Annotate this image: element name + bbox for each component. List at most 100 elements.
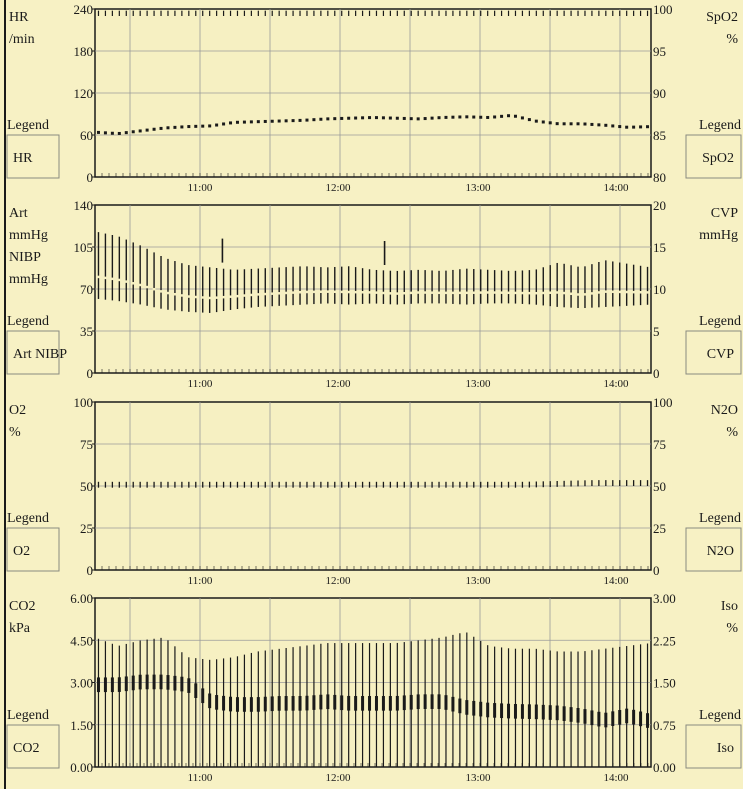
y-right-tick-label: 100 — [653, 2, 673, 17]
hr-point — [625, 125, 629, 129]
art-mean-gap — [208, 296, 212, 300]
y-left-tick-label: 240 — [74, 2, 94, 17]
art-mean-gap — [493, 291, 497, 294]
hr-point — [381, 116, 385, 120]
hr-point — [235, 120, 239, 124]
y-right-tick-label: 25 — [653, 521, 666, 536]
hr-point — [131, 130, 135, 134]
art-mean-gap — [423, 291, 427, 294]
hr-point — [416, 117, 420, 121]
art-mean-gap — [451, 291, 455, 295]
left-axis-label: /min — [9, 32, 35, 47]
hr-point — [361, 116, 365, 120]
x-tick-label: 13:00 — [465, 575, 491, 587]
panel-1: 240 180 120 60 0 100 95 90 85 80 11:00 12:00 13:00 14… — [6, 2, 742, 194]
y-left-tick-label: 75 — [80, 437, 93, 452]
legend-title-right: Legend — [699, 511, 741, 526]
art-mean-gap — [590, 292, 594, 295]
left-axis-label: HR — [9, 10, 29, 25]
y-left-tick-label: 25 — [80, 521, 93, 536]
y-left-tick-label: 1.50 — [70, 718, 93, 733]
x-tick-label: 14:00 — [603, 378, 629, 390]
legend-box-right — [685, 134, 742, 179]
hr-point — [208, 124, 212, 128]
hr-point — [646, 125, 650, 129]
art-mean-gap — [354, 290, 358, 294]
y-right-tick-label: 50 — [653, 479, 666, 494]
art-mean-gap — [333, 290, 337, 294]
legend-entry-left: Art NIBP — [13, 347, 67, 362]
hr-point — [604, 123, 608, 127]
hr-point — [222, 122, 226, 126]
art-mean-gap — [597, 291, 601, 294]
art-mean-gap — [381, 291, 385, 295]
hr-point — [194, 124, 198, 128]
y-left-tick-label: 105 — [74, 240, 94, 255]
hr-point — [277, 119, 281, 123]
hr-point — [527, 118, 531, 122]
art-mean-gap — [256, 293, 260, 296]
right-axis-label: % — [726, 621, 738, 636]
hr-point — [520, 116, 524, 120]
legend-title-right: Legend — [699, 118, 741, 133]
legend-title-left: Legend — [7, 708, 49, 723]
art-mean-gap — [103, 276, 107, 280]
right-axis-label: CVP — [711, 206, 738, 221]
y-right-tick-label: 15 — [653, 240, 666, 255]
art-mean-gap — [152, 287, 156, 291]
art-mean-gap — [395, 292, 399, 295]
legend-title-left: Legend — [7, 511, 49, 526]
hr-point — [534, 119, 538, 123]
art-mean-gap — [312, 290, 316, 294]
legend-entry-left: HR — [13, 151, 33, 166]
y-right-tick-label: 75 — [653, 437, 666, 452]
hr-point — [548, 121, 552, 125]
art-mean-gap — [416, 291, 420, 294]
hr-point — [229, 121, 233, 125]
y-right-tick-label: 10 — [653, 282, 666, 297]
x-tick-label: 13:00 — [465, 378, 491, 390]
legend-entry-right: N2O — [707, 544, 734, 559]
hr-point — [583, 122, 587, 126]
art-mean-gap — [632, 290, 636, 294]
x-tick-label: 12:00 — [325, 182, 351, 194]
left-axis-label: mmHg — [9, 272, 48, 287]
art-mean-gap — [583, 293, 587, 296]
hr-point — [201, 124, 205, 128]
art-mean-gap — [215, 296, 219, 299]
art-mean-gap — [298, 290, 302, 294]
art-mean-gap — [249, 293, 253, 297]
panel-4: 6.00 4.50 3.00 1.50 0.00 3.00 2.25 1.50 0.75 0.00… — [6, 591, 742, 784]
hr-point — [479, 115, 483, 119]
hr-point — [430, 116, 434, 120]
hr-point — [319, 117, 323, 121]
legend-box-left — [6, 134, 60, 179]
legend-entry-right: SpO2 — [702, 151, 734, 166]
art-mean-gap — [235, 294, 239, 298]
hr-point — [493, 115, 497, 119]
legend-box-left — [6, 724, 60, 769]
y-right-tick-label: 0 — [653, 563, 660, 578]
art-mean-gap — [305, 290, 309, 294]
x-tick-label: 11:00 — [188, 378, 213, 390]
art-mean-gap — [541, 291, 545, 295]
hr-point — [117, 131, 121, 135]
hr-point — [145, 128, 149, 132]
hr-point — [611, 124, 615, 128]
art-mean-gap — [347, 290, 351, 294]
legend-title-right: Legend — [699, 708, 741, 723]
art-mean-gap — [458, 291, 462, 295]
hr-point — [458, 115, 462, 119]
art-mean-gap — [361, 291, 365, 294]
art-mean-gap — [131, 282, 135, 285]
y-right-tick-label: 1.50 — [653, 676, 676, 691]
y-right-tick-label: 0.75 — [653, 718, 676, 733]
hr-point — [312, 118, 316, 122]
art-mean-gap — [270, 292, 274, 295]
y-left-tick-label: 180 — [74, 44, 94, 59]
right-axis-label: mmHg — [699, 228, 738, 243]
hr-point — [590, 122, 594, 126]
